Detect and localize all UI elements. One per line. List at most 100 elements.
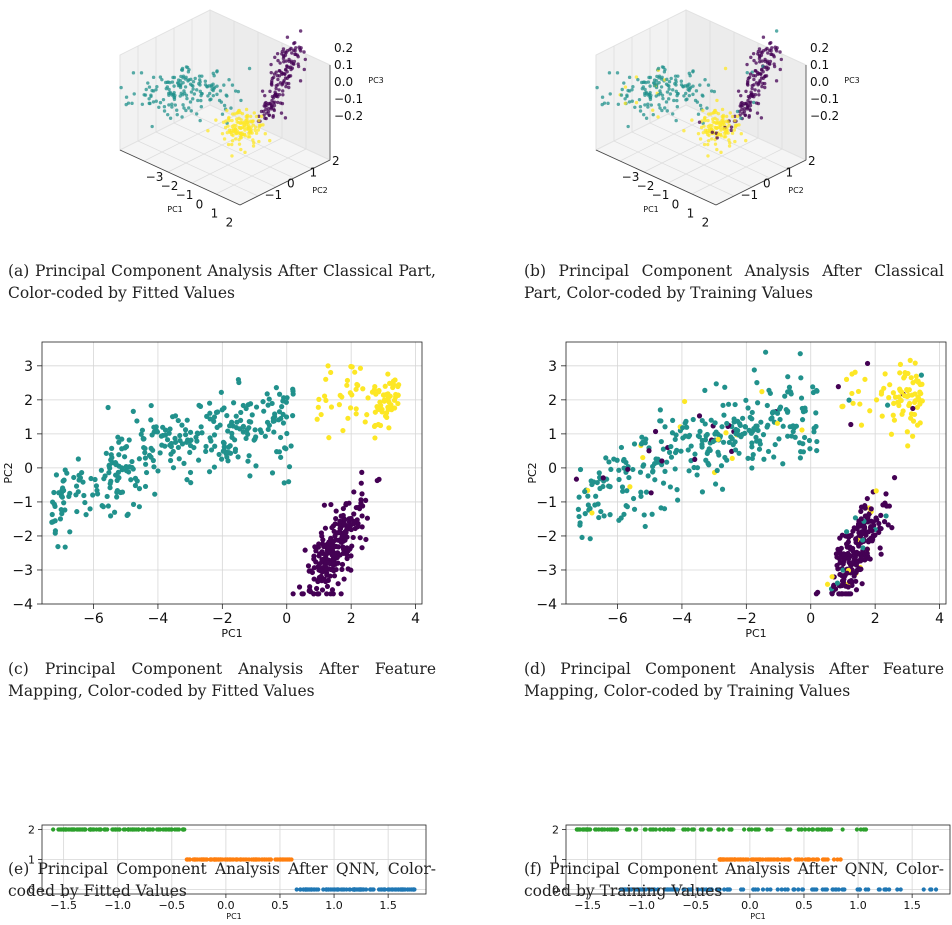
data-point [594, 479, 600, 486]
y-tick-label: 3 [24, 359, 33, 375]
data-point [245, 402, 251, 408]
z-tick-label: −0.1 [810, 92, 839, 106]
strip-point [633, 887, 638, 892]
data-point-3d [673, 74, 678, 78]
data-point [881, 519, 888, 525]
pane-grid [667, 137, 759, 184]
data-point [322, 525, 329, 531]
data-point-3d [257, 118, 261, 123]
data-point-3d [729, 125, 734, 129]
x-tick-label: 4 [411, 611, 420, 627]
data-point [59, 511, 65, 517]
data-point-3d [254, 131, 259, 135]
data-point [74, 508, 80, 515]
strip-point [657, 827, 663, 832]
strip-point [745, 857, 751, 862]
data-point [672, 449, 679, 456]
data-point-3d [239, 98, 243, 103]
data-point [136, 486, 143, 492]
data-point-3d [139, 71, 144, 75]
data-point-3d [713, 142, 718, 146]
x-tick-label: −2 [637, 179, 655, 193]
data-point-3d [181, 74, 186, 78]
data-point [682, 398, 688, 405]
data-point [864, 550, 870, 556]
data-point [652, 428, 659, 435]
data-point [276, 409, 283, 415]
strip-point [243, 857, 248, 862]
data-point-3d [253, 125, 258, 129]
data-point [276, 391, 283, 397]
data-point [335, 581, 341, 587]
panel-c: −6 −4 −2 0 2 4 −4 −3 −2 −1 0 1 2 3 PC1 PC2 (c) Principa… [0, 330, 470, 700]
data-point [290, 413, 296, 419]
data-point [887, 382, 893, 388]
data-point [357, 535, 363, 541]
data-point [105, 503, 111, 509]
data-point [630, 466, 636, 473]
strip-point [858, 827, 863, 832]
data-point [747, 414, 753, 420]
data-point-3d [656, 66, 661, 71]
data-point [672, 436, 678, 443]
data-point-3d [303, 57, 308, 62]
data-point [123, 464, 129, 470]
data-point-3d [254, 114, 259, 119]
data-point-3d [767, 48, 772, 52]
strip-point [638, 887, 643, 892]
strip-point [618, 887, 623, 892]
data-point [247, 473, 253, 479]
strip-point [695, 887, 700, 892]
data-point-3d [284, 84, 288, 89]
strip-point [259, 857, 264, 862]
data-point [749, 409, 755, 416]
data-point-3d [230, 83, 235, 87]
data-point [759, 389, 765, 395]
data-point [229, 434, 235, 440]
data-point [694, 472, 700, 478]
data-point [690, 416, 696, 423]
data-point [692, 451, 698, 457]
data-point [596, 514, 602, 521]
data-point [782, 393, 788, 399]
data-point [897, 370, 903, 376]
data-point-3d [276, 58, 280, 63]
data-point [215, 409, 221, 415]
y-tick-label: 1 [786, 165, 794, 179]
data-point [272, 411, 278, 417]
data-point [859, 529, 865, 535]
data-point-3d [665, 90, 670, 94]
data-point [878, 551, 884, 557]
data-point [62, 544, 68, 550]
strip-point [730, 857, 735, 862]
x-tick-label: −1.0 [628, 899, 655, 912]
data-point [207, 400, 213, 406]
strip-point [340, 887, 345, 892]
data-point-3d [646, 102, 650, 106]
data-point [138, 431, 144, 437]
data-point-3d [226, 124, 230, 128]
data-point-3d [622, 81, 626, 85]
data-point [111, 509, 118, 515]
data-point [52, 530, 58, 536]
data-point-3d [696, 131, 701, 136]
strip-point [298, 887, 303, 892]
data-point [601, 513, 607, 519]
data-point [162, 427, 169, 433]
data-point-3d [655, 74, 659, 79]
data-point [600, 475, 606, 481]
data-point-3d [739, 132, 743, 136]
data-point-3d [667, 80, 672, 84]
data-point [674, 487, 680, 493]
data-point-3d [252, 111, 256, 115]
data-point-3d [732, 128, 736, 132]
data-point [792, 434, 798, 440]
data-point [672, 466, 678, 472]
data-point [57, 516, 64, 522]
data-point-3d [179, 74, 183, 79]
strip-point [357, 887, 362, 892]
data-point [919, 381, 925, 387]
data-point [625, 466, 631, 472]
data-point-3d [752, 83, 756, 87]
